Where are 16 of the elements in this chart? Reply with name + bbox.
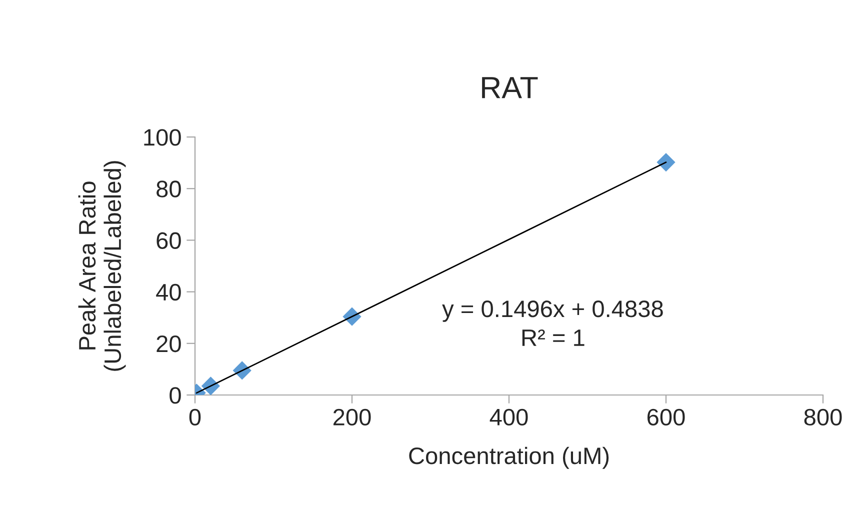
y-tick-label: 80: [156, 180, 181, 198]
x-axis-title: Concentration (uM): [409, 446, 609, 469]
y-tick-label: 20: [156, 335, 181, 352]
x-tick-label: 400: [490, 408, 528, 426]
chart-title: RAT: [482, 77, 538, 98]
x-tick-label: 200: [333, 408, 371, 426]
x-tick-label: 600: [648, 408, 685, 426]
point: [656, 152, 676, 172]
annotation: y = 0.1496x + 0.4838 R² = 1: [442, 300, 663, 346]
x-tick-label: 0: [189, 408, 201, 426]
y-tick-label: 60: [156, 232, 181, 249]
x-tick-label: 800: [804, 408, 842, 426]
y-axis-title: Peak Area Ratio (Unlabeled/Labeled): [78, 161, 126, 371]
y-tick-label: 40: [156, 284, 181, 301]
y-tick-label: 100: [144, 129, 181, 146]
y-tick-label: 0: [170, 387, 181, 404]
